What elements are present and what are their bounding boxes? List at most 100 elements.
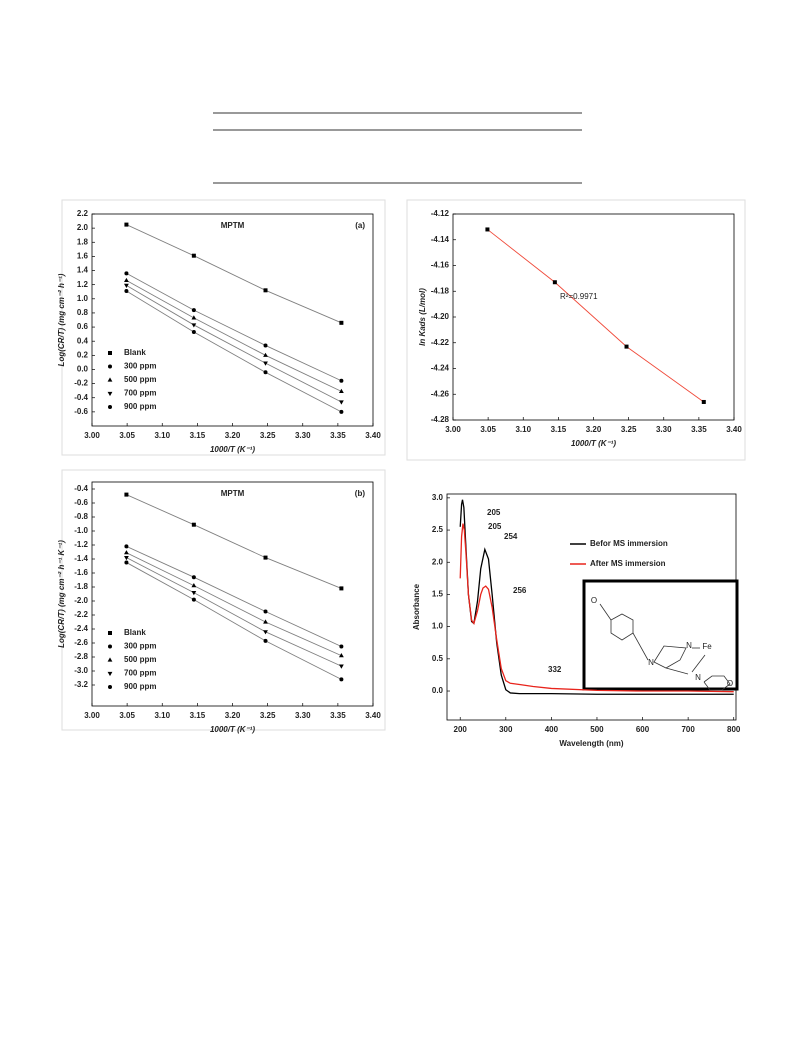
marker — [339, 378, 344, 383]
x-tick-label: 700 — [681, 725, 695, 734]
x-tick-label: 3.40 — [365, 711, 381, 720]
fit-line — [126, 280, 342, 392]
y-tick-label: 2.0 — [77, 223, 89, 232]
y-tick-label: -1.8 — [74, 582, 88, 591]
x-tick-label: 3.40 — [365, 431, 381, 440]
legend-marker — [107, 391, 113, 397]
y-tick-label: -4.14 — [431, 235, 450, 244]
x-tick-label: 3.00 — [84, 431, 100, 440]
y-axis-label: ln Kads (L/mol) — [418, 288, 427, 346]
y-tick-label: -0.6 — [74, 498, 88, 507]
x-tick-label: 3.10 — [515, 425, 531, 434]
inset-atom: O — [591, 596, 597, 605]
y-tick-label: -2.2 — [74, 610, 88, 619]
marker — [263, 343, 268, 348]
fit-line — [126, 494, 342, 589]
y-axis-label: Log(CR/T) (mg cm⁻² h⁻¹) — [57, 273, 66, 366]
x-tick-label: 3.25 — [260, 711, 276, 720]
y-tick-label: 1.6 — [77, 252, 89, 261]
annotation: R²=0.9971 — [560, 292, 598, 301]
legend-marker — [107, 671, 113, 677]
x-tick-label: 3.35 — [330, 431, 346, 440]
y-tick-label: 1.2 — [77, 280, 89, 289]
y-tick-label: 3.0 — [432, 493, 444, 502]
x-axis-label: 1000/T (K⁻¹) — [210, 445, 255, 454]
y-tick-label: 1.0 — [432, 622, 444, 631]
fit-line — [126, 545, 342, 647]
y-tick-label: -4.18 — [431, 286, 450, 295]
legend-marker — [108, 405, 112, 409]
x-tick-label: 400 — [545, 725, 559, 734]
y-tick-label: -4.28 — [431, 415, 450, 424]
fit-line — [126, 272, 342, 382]
inset-atom: Fe — [702, 642, 712, 651]
y-tick-label: 1.4 — [77, 266, 89, 275]
x-tick-label: 200 — [454, 725, 468, 734]
x-tick-label: 3.00 — [84, 711, 100, 720]
marker — [338, 388, 344, 393]
annotation: 205 — [488, 522, 502, 531]
marker — [263, 361, 268, 366]
marker — [191, 522, 196, 527]
legend-label: Befor MS immersion — [590, 539, 668, 548]
y-tick-label: -2.0 — [74, 596, 88, 605]
y-tick-label: -0.8 — [74, 512, 88, 521]
y-tick-label: 2.2 — [77, 209, 89, 218]
marker — [191, 308, 196, 313]
marker — [338, 400, 344, 405]
x-tick-label: 3.05 — [119, 431, 135, 440]
marker — [191, 597, 196, 602]
x-tick-label: 3.20 — [225, 711, 241, 720]
marker — [485, 227, 490, 232]
legend-label: 700 ppm — [124, 669, 156, 678]
legend-label: 700 ppm — [124, 389, 156, 398]
series-line — [459, 523, 734, 693]
y-tick-label: -3.0 — [74, 666, 88, 675]
legend-marker — [108, 364, 112, 369]
x-tick-label: 3.20 — [225, 431, 241, 440]
marker — [339, 409, 344, 414]
y-tick-label: 2.0 — [432, 557, 444, 566]
y-tick-label: -1.4 — [74, 554, 88, 563]
marker — [263, 352, 268, 357]
marker — [124, 289, 129, 294]
marker — [263, 638, 268, 643]
marker — [191, 253, 196, 258]
figure-panel — [61, 469, 386, 731]
marker — [124, 222, 129, 227]
figure-panel — [406, 199, 746, 461]
legend-marker — [107, 377, 113, 382]
y-tick-label: 0.0 — [77, 365, 89, 374]
chart-title: MPTM — [221, 221, 245, 230]
y-tick-label: 0.2 — [77, 350, 89, 359]
x-tick-label: 600 — [636, 725, 650, 734]
annotation: 256 — [513, 586, 527, 595]
x-tick-label: 3.10 — [154, 711, 170, 720]
legend-label: 900 ppm — [124, 402, 156, 411]
y-tick-label: 0.5 — [432, 654, 444, 663]
legend-label: Blank — [124, 348, 146, 357]
x-tick-label: 3.30 — [656, 425, 672, 434]
legend-label: 300 ppm — [124, 642, 156, 651]
marker — [124, 283, 129, 288]
x-tick-label: 3.15 — [551, 425, 567, 434]
chart-title: MPTM — [221, 489, 245, 498]
marker — [263, 609, 268, 614]
fit-line — [126, 290, 342, 413]
marker — [339, 677, 344, 682]
fit-line — [126, 557, 342, 667]
x-tick-label: 300 — [499, 725, 513, 734]
marker — [124, 492, 129, 497]
y-tick-label: -3.2 — [74, 680, 88, 689]
legend-label: Blank — [124, 628, 146, 637]
marker — [124, 560, 129, 565]
x-tick-label: 3.25 — [621, 425, 637, 434]
legend-marker — [108, 685, 112, 689]
legend-label: 500 ppm — [124, 375, 156, 384]
fit-line — [126, 562, 342, 680]
inset-atom: N — [695, 673, 701, 682]
x-tick-label: 3.30 — [295, 431, 311, 440]
x-tick-label: 3.30 — [295, 711, 311, 720]
marker — [124, 556, 129, 561]
y-tick-label: 0.6 — [77, 322, 89, 331]
